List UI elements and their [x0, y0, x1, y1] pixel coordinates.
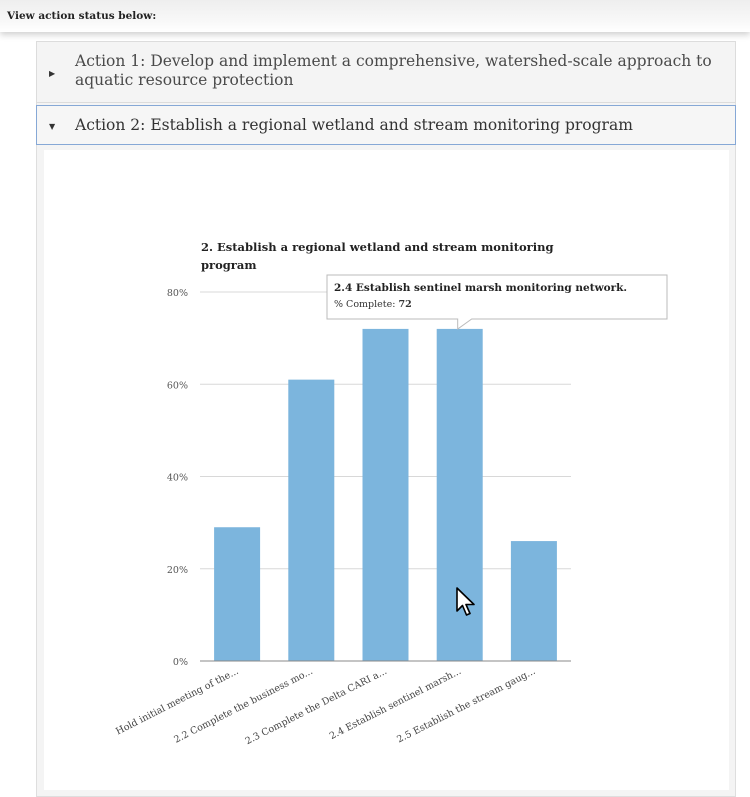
- instruction-text: View action status below:: [7, 10, 157, 22]
- top-bar: View action status below:: [0, 0, 750, 32]
- accordion-item-label: Action 1: Develop and implement a compre…: [75, 52, 712, 89]
- y-tick-label: 80%: [167, 288, 188, 299]
- chart-title: program: [201, 258, 257, 272]
- caret-right-icon: ▶: [49, 69, 56, 78]
- tooltip-title: 2.4 Establish sentinel marsh monitoring …: [334, 282, 627, 294]
- bar: [510, 541, 557, 661]
- tooltip-value: % Complete: 72: [334, 299, 412, 310]
- chart-title: 2. Establish a regional wetland and stre…: [201, 240, 554, 254]
- accordion-item-action-1[interactable]: ▶ Action 1: Develop and implement a comp…: [36, 41, 736, 103]
- bar: [288, 379, 335, 661]
- y-tick-label: 20%: [167, 565, 188, 576]
- tooltip-value-number: 72: [398, 299, 411, 310]
- mouse-cursor-icon: [455, 587, 477, 621]
- tooltip-box: [326, 274, 668, 330]
- bar: [362, 328, 409, 661]
- accordion-item-label: Action 2: Establish a regional wetland a…: [75, 116, 633, 134]
- bar: [214, 527, 261, 661]
- accordion-item-action-2[interactable]: ▼ Action 2: Establish a regional wetland…: [36, 105, 736, 145]
- y-tick-label: 60%: [167, 380, 188, 391]
- tooltip-value-label: % Complete:: [334, 299, 398, 310]
- y-tick-label: 0%: [173, 657, 188, 668]
- caret-down-icon: ▼: [49, 122, 56, 131]
- y-tick-label: 40%: [167, 473, 188, 484]
